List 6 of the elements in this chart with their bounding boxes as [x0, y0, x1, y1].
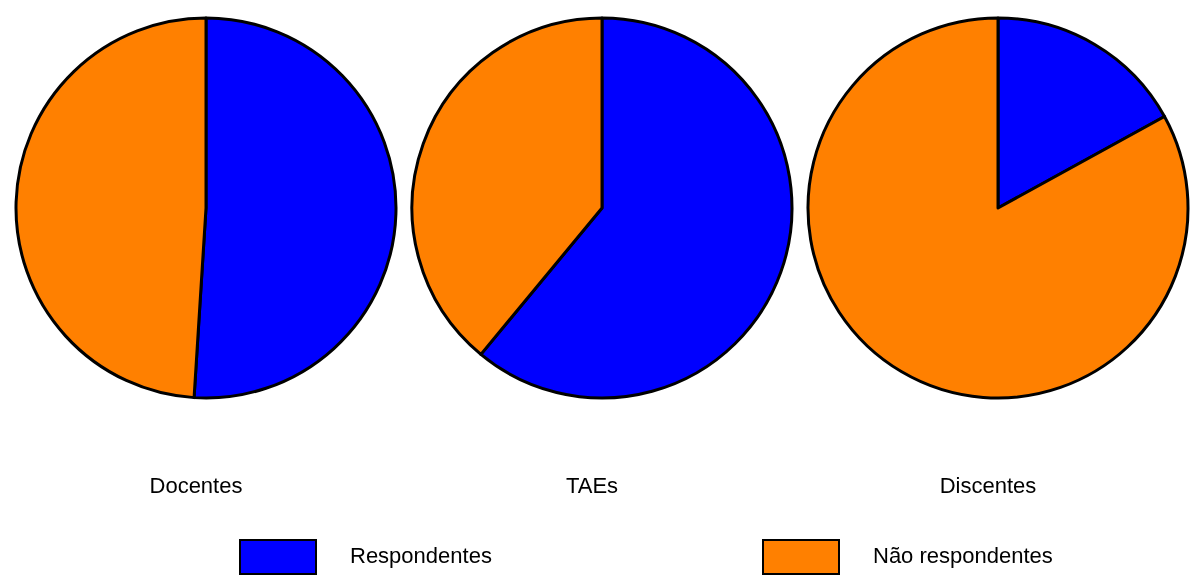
pie-slice	[806, 16, 1190, 400]
legend-label: Respondentes	[350, 543, 492, 568]
text: TAEs	[565, 473, 619, 498]
legend-label: Não respondentes	[873, 543, 1053, 568]
text: Discentes	[939, 473, 1037, 498]
text: Docentes	[149, 473, 243, 498]
